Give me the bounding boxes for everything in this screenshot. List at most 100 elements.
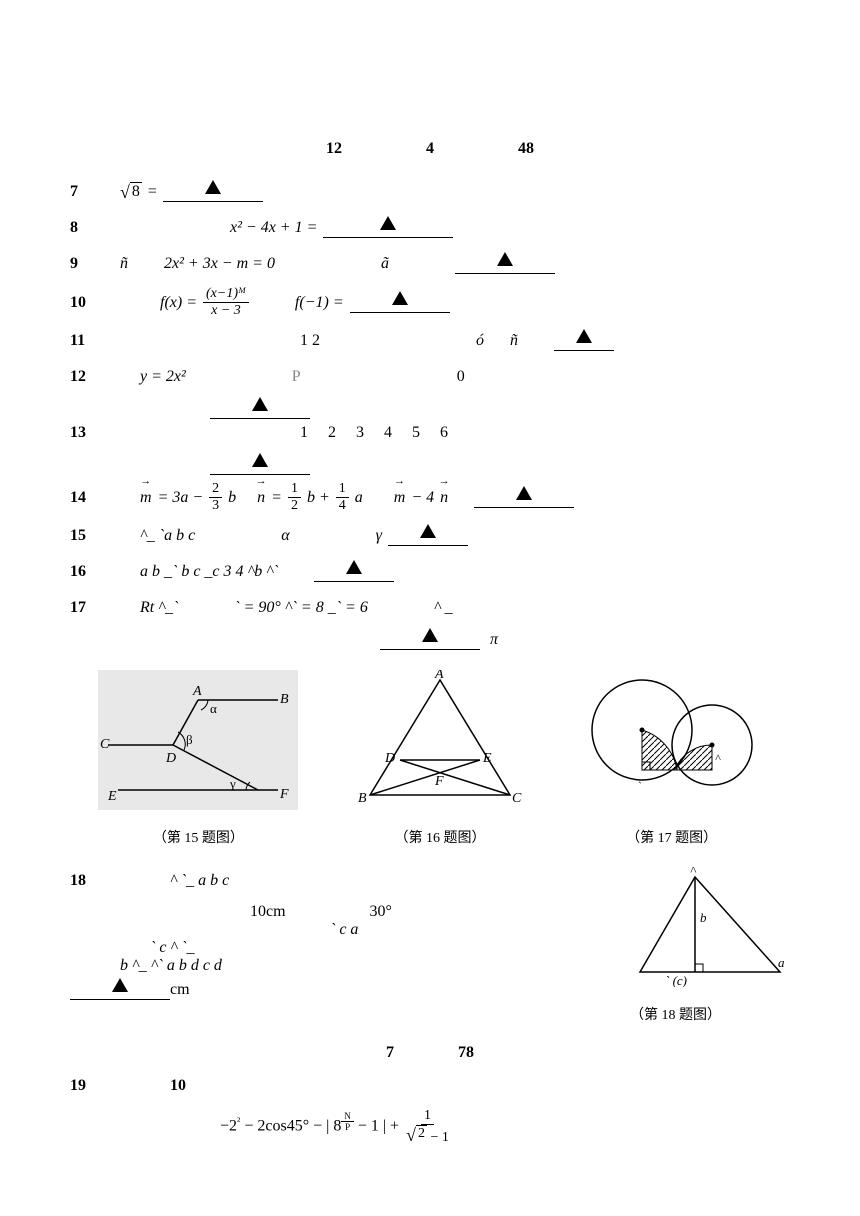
qnum-12: 12 [70, 368, 120, 386]
q14-b2: b + [307, 489, 330, 507]
svg-text:A: A [192, 684, 202, 699]
question-10: 10 f(x) = (x−1)ᴹ x − 3 f(−1) = [70, 286, 790, 319]
equals: = [148, 183, 157, 201]
q9-expr: 2x² + 3x − m = 0 [164, 255, 275, 273]
answer-blank [380, 630, 480, 650]
question-9: 9 ñ 2x² + 3x − m = 0 ã [70, 250, 790, 278]
question-11: 11 1 2 ó ñ [70, 327, 790, 355]
svg-text:`: ` [637, 779, 641, 793]
vec-n2: n [440, 489, 448, 507]
fig16-caption: （第 16 题图） [355, 827, 525, 847]
qnum-8: 8 [70, 219, 120, 237]
question-7: 7 √8 = [70, 178, 790, 206]
svg-text:β: β [186, 732, 193, 747]
q18-line4: ` c ^ `_ [150, 939, 600, 957]
svg-text:F: F [279, 787, 289, 802]
q11-sym2: ñ [510, 332, 518, 350]
svg-text:^: ^ [690, 867, 697, 878]
header-num-3: 48 [518, 140, 534, 157]
vec-n: n [257, 489, 265, 507]
q12-zero: 0 [457, 368, 465, 386]
q16-text1: a b _` b c _c 3 4 ^b ^` [140, 563, 278, 581]
q19-subnum: 10 [170, 1077, 186, 1095]
q19-expression: −2² − 2cos45° − | 8NP − 1 | + 1 √2 − 1 [220, 1108, 790, 1146]
q15-gamma: γ [376, 527, 382, 545]
svg-text:α: α [210, 701, 217, 716]
figures-row: A B C D E F α β γ （第 15 题图） A B C D E F … [70, 670, 790, 847]
q10-func: f(x) = [160, 294, 197, 312]
question-16: 16 a b _` b c _c 3 4 ^b ^` [70, 558, 790, 586]
svg-text:B: B [358, 791, 367, 806]
question-13: 13 1 2 3 4 5 6 [70, 419, 790, 447]
header-num-2: 4 [426, 140, 434, 157]
question-14: 14 m = 3a − 2 3 b n = 1 2 b + 1 4 a m − … [70, 481, 790, 514]
question-15: 15 ^_ `a b c α γ [70, 522, 790, 550]
svg-text:` (c): ` (c) [665, 973, 687, 987]
q18-cm: cm [170, 981, 190, 999]
q10-frac: (x−1)ᴹ x − 3 [203, 286, 249, 319]
q17-text2: ` = 90° ^` = 8 _` = 6 [234, 599, 368, 617]
svg-text:B: B [280, 692, 289, 707]
svg-text:a: a [778, 955, 785, 970]
svg-text:D: D [165, 751, 176, 766]
q12-blank-row [210, 399, 790, 419]
q14-eq3: − 4 [411, 489, 434, 507]
figure-18-svg: ^ b ` (c) a [630, 867, 790, 987]
svg-text:C: C [100, 737, 110, 752]
footer-section: 7 78 19 10 −2² − 2cos45° − | 8NP − 1 | +… [70, 1044, 790, 1146]
svg-text:D: D [384, 751, 395, 766]
svg-text:F: F [434, 774, 444, 789]
answer-blank [455, 254, 555, 274]
q14-frac2: 1 2 [288, 481, 301, 514]
q14-eq1: = 3a − [158, 489, 204, 507]
q13-nums: 1 2 3 4 5 6 [300, 424, 456, 442]
q18-answer-row: cm [70, 980, 600, 1000]
answer-blank [314, 562, 394, 582]
q17-text1: Rt ^_` [140, 599, 178, 617]
section-header: 12 4 48 [70, 140, 790, 158]
qnum-16: 16 [70, 563, 120, 581]
sqrt-expr: √8 [120, 182, 142, 203]
vec-m2: m [394, 489, 406, 507]
q13-blank-row [210, 455, 790, 475]
qnum-14: 14 [70, 489, 120, 507]
svg-text:b: b [700, 910, 707, 925]
answer-blank [70, 980, 170, 1000]
figure-17: ` ^ （第 17 题图） [582, 670, 762, 847]
q11-nums: 1 2 [300, 332, 320, 350]
q14-eq2: = [271, 489, 282, 507]
qnum-13: 13 [70, 424, 120, 442]
q18-line3: ` c a [330, 921, 600, 939]
svg-text:E: E [107, 789, 117, 804]
q15-text1: ^_ `a b c [140, 527, 195, 545]
q18-line5: b ^_ ^` a b d c d [120, 957, 600, 975]
answer-blank [210, 455, 310, 475]
q14-b1: b [228, 489, 236, 507]
qnum-9: 9 [70, 255, 120, 273]
q18-line2: 10cm 30° [250, 903, 600, 921]
question-18-container: 18 ^ `_ a b c 10cm 30° ` c a ` c ^ `_ b … [70, 867, 790, 1024]
q14-frac3: 1 4 [336, 481, 349, 514]
answer-blank [210, 399, 310, 419]
q12-letter: P [292, 368, 301, 386]
q17-blank-row: π [380, 630, 790, 650]
q9-sym1: ñ [120, 255, 128, 273]
qnum-17: 17 [70, 599, 120, 617]
q18-line1: ^ `_ a b c [170, 872, 229, 890]
qnum-7: 7 [70, 183, 120, 201]
q14-a2: a [355, 489, 363, 507]
fig15-caption: （第 15 题图） [98, 827, 298, 847]
q17-text3: ^ _ [434, 599, 453, 617]
figure-18: ^ b ` (c) a （第 18 题图） [630, 867, 790, 1024]
figure-17-svg: ` ^ [582, 670, 762, 810]
header-num-1: 12 [326, 140, 342, 157]
svg-text:A: A [434, 670, 444, 682]
qnum-11: 11 [70, 332, 120, 350]
q10-eval: f(−1) = [295, 294, 344, 312]
answer-blank [323, 218, 453, 238]
answer-blank [163, 182, 263, 202]
answer-blank [554, 331, 614, 351]
svg-text:γ: γ [229, 776, 236, 791]
svg-text:E: E [482, 751, 492, 766]
footer-num2: 78 [458, 1044, 474, 1061]
